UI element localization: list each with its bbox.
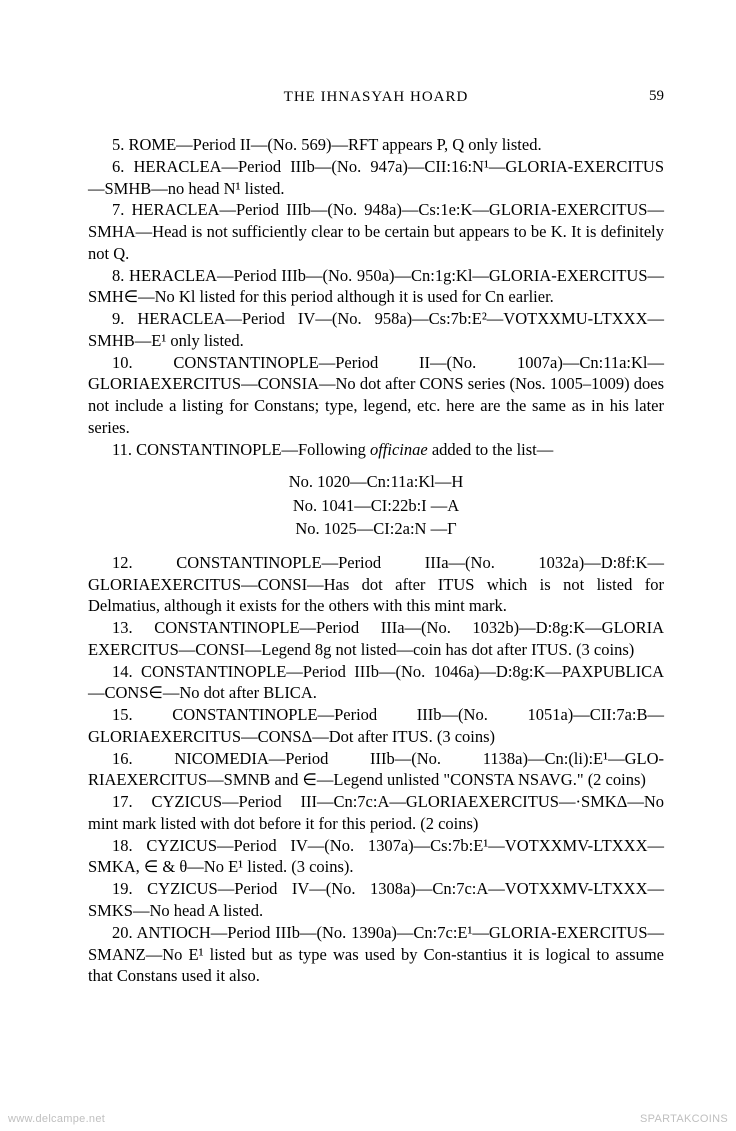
entry-7: 7. HERACLEA—Period IIIb—(No. 948a)—Cs:1e… <box>88 199 664 264</box>
officinae-line-2: No. 1041—CI:22b:I —A <box>88 494 664 517</box>
page: THE IHNASYAH HOARD 59 5. ROME—Period II—… <box>0 0 736 1027</box>
entry-15: 15. CONSTANTINOPLE—Period IIIb—(No. 1051… <box>88 704 664 748</box>
entry-18: 18. CYZICUS—Period IV—(No. 1307a)—Cs:7b:… <box>88 835 664 879</box>
officinae-line-1: No. 1020—Cn:11a:Kl—H <box>88 470 664 493</box>
entry-19: 19. CYZICUS—Period IV—(No. 1308a)—Cn:7c:… <box>88 878 664 922</box>
page-number: 59 <box>649 88 664 105</box>
entry-20: 20. ANTIOCH—Period IIIb—(No. 1390a)—Cn:7… <box>88 922 664 987</box>
entry-10: 10. CONSTANTINOPLE—Period II—(No. 1007a)… <box>88 352 664 439</box>
entry-6: 6. HERACLEA—Period IIIb—(No. 947a)—CII:1… <box>88 156 664 200</box>
body-text: 5. ROME—Period II—(No. 569)—RFT appears … <box>88 134 664 987</box>
entry-14: 14. CONSTANTINOPLE—Period IIIb—(No. 1046… <box>88 661 664 705</box>
watermark-right: SPARTAKCOINS <box>640 1113 728 1125</box>
page-header: THE IHNASYAH HOARD 59 <box>88 88 664 106</box>
entry-11-italic: officinae <box>370 440 428 459</box>
entry-11: 11. CONSTANTINOPLE—Following officinae a… <box>88 439 664 461</box>
officinae-line-3: No. 1025—CI:2a:N —Γ <box>88 517 664 540</box>
entry-11-pre: 11. CONSTANTINOPLE—Following <box>112 440 370 459</box>
officinae-list: No. 1020—Cn:11a:Kl—H No. 1041—CI:22b:I —… <box>88 470 664 539</box>
entry-17: 17. CYZICUS—Period III—Cn:7c:A—GLORIAEXE… <box>88 791 664 835</box>
entry-11-post: added to the list— <box>428 440 554 459</box>
entry-9: 9. HERACLEA—Period IV—(No. 958a)—Cs:7b:E… <box>88 308 664 352</box>
entry-16: 16. NICOMEDIA—Period IIIb—(No. 1138a)—Cn… <box>88 748 664 792</box>
entry-5: 5. ROME—Period II—(No. 569)—RFT appears … <box>88 134 664 156</box>
entry-12: 12. CONSTANTINOPLE—Period IIIa—(No. 1032… <box>88 552 664 617</box>
watermark-left: www.delcampe.net <box>8 1113 105 1125</box>
page-title: THE IHNASYAH HOARD <box>284 89 469 105</box>
entry-8: 8. HERACLEA—Period IIIb—(No. 950a)—Cn:1g… <box>88 265 664 309</box>
entry-13: 13. CONSTANTINOPLE—Period IIIa—(No. 1032… <box>88 617 664 661</box>
